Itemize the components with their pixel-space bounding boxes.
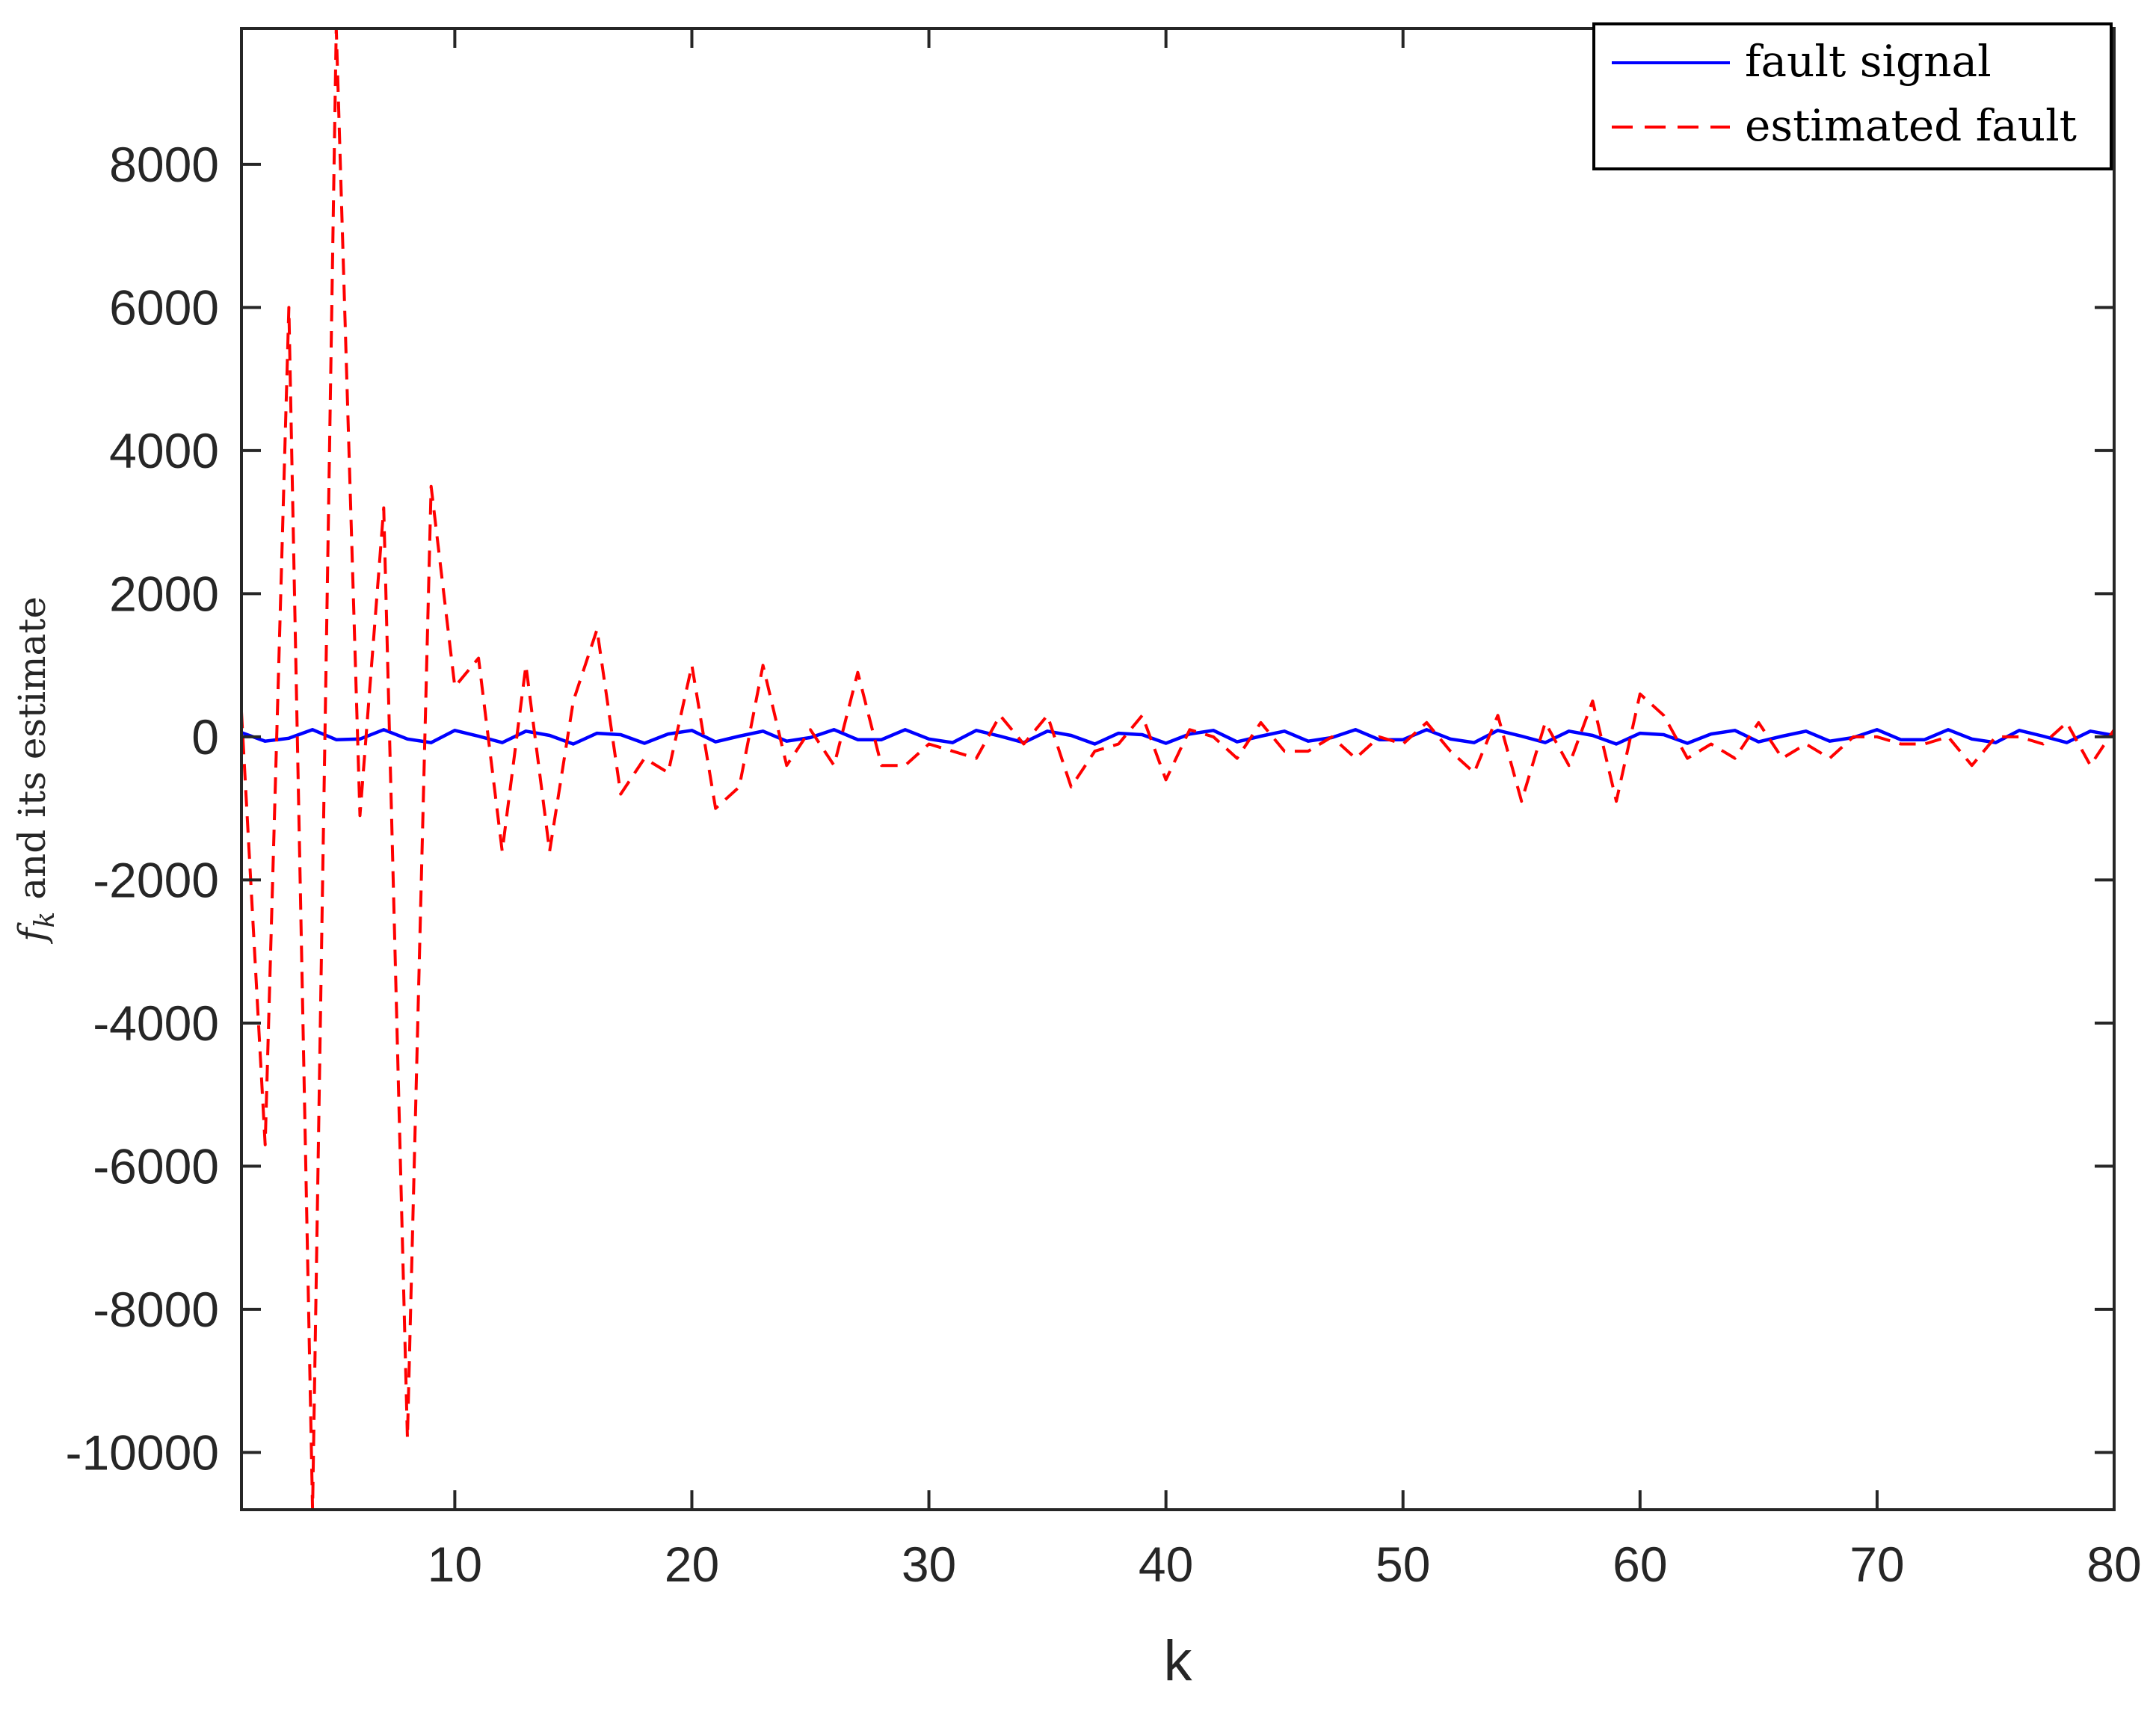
legend: fault signal estimated fault xyxy=(1592,22,2113,170)
y-tick-label: 4000 xyxy=(109,423,219,478)
x-tick-label: 70 xyxy=(1849,1537,1904,1592)
svg-text:fk and its estimate: fk and its estimate xyxy=(10,596,61,945)
y-tick-label: -6000 xyxy=(93,1138,219,1194)
y-axis-label: fk and its estimate xyxy=(10,596,61,945)
x-axis-label: k xyxy=(1164,1629,1193,1693)
x-tick-label: 30 xyxy=(902,1537,956,1592)
y-tick-label: 2000 xyxy=(109,566,219,621)
y-axis-label-subscript: k xyxy=(30,912,61,928)
series-line-estimated-fault xyxy=(241,28,2114,1510)
x-tick-label: 10 xyxy=(428,1537,482,1592)
y-tick-label: -2000 xyxy=(93,852,219,907)
tick-layer: 10 20 30 40 50 60 70 80 -10000 -8000 -6000 -4000 -20… xyxy=(65,28,2142,1592)
x-tick-label: 20 xyxy=(665,1537,719,1592)
legend-label-estimated-fault: estimated fault xyxy=(1745,100,2077,151)
plot-area-frame xyxy=(240,27,2116,1511)
y-tick-label: 0 xyxy=(191,709,219,765)
series-layer xyxy=(241,28,2114,1510)
y-tick-label: -8000 xyxy=(93,1282,219,1337)
x-tick-label: 60 xyxy=(1613,1537,1667,1592)
y-tick-label: -10000 xyxy=(65,1425,219,1480)
legend-box xyxy=(1592,22,2113,170)
series-line-fault-signal xyxy=(241,728,2114,746)
x-tick-label: 50 xyxy=(1376,1537,1430,1592)
x-tick-label: 80 xyxy=(2086,1537,2141,1592)
x-tick-label: 40 xyxy=(1139,1537,1193,1592)
y-tick-label: -4000 xyxy=(93,996,219,1051)
y-tick-label: 6000 xyxy=(109,280,219,335)
y-axis-label-suffix: and its estimate xyxy=(10,596,54,912)
legend-label-fault-signal: fault signal xyxy=(1745,36,1992,87)
y-tick-label: 8000 xyxy=(109,137,219,192)
